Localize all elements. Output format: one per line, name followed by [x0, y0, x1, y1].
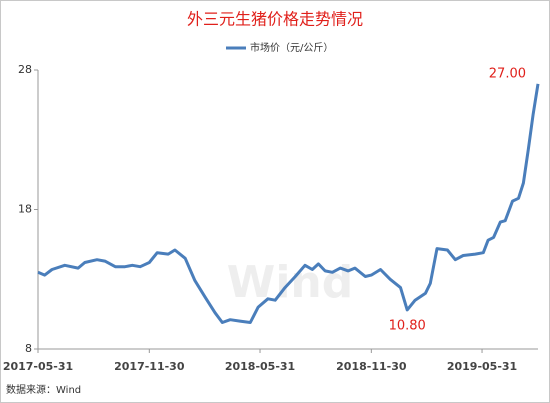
x-tick-label: 2017-05-31 [3, 360, 73, 373]
source-note: 数据来源：Wind [6, 383, 81, 396]
x-tick-label: 2018-11-30 [336, 360, 407, 373]
legend-label: 市场价（元/公斤） [250, 41, 333, 54]
y-tick-label: 8 [25, 342, 32, 355]
chart-title: 外三元生猪价格走势情况 [187, 10, 363, 29]
x-tick-label: 2018-05-31 [225, 360, 295, 373]
x-tick-label: 2019-05-31 [447, 360, 517, 373]
annotation: 27.00 [489, 66, 526, 81]
y-tick-label: 28 [18, 63, 32, 76]
x-tick-label: 2017-11-30 [114, 360, 185, 373]
y-tick-label: 18 [18, 203, 32, 216]
annotation: 10.80 [389, 318, 426, 333]
price-line [37, 83, 540, 324]
